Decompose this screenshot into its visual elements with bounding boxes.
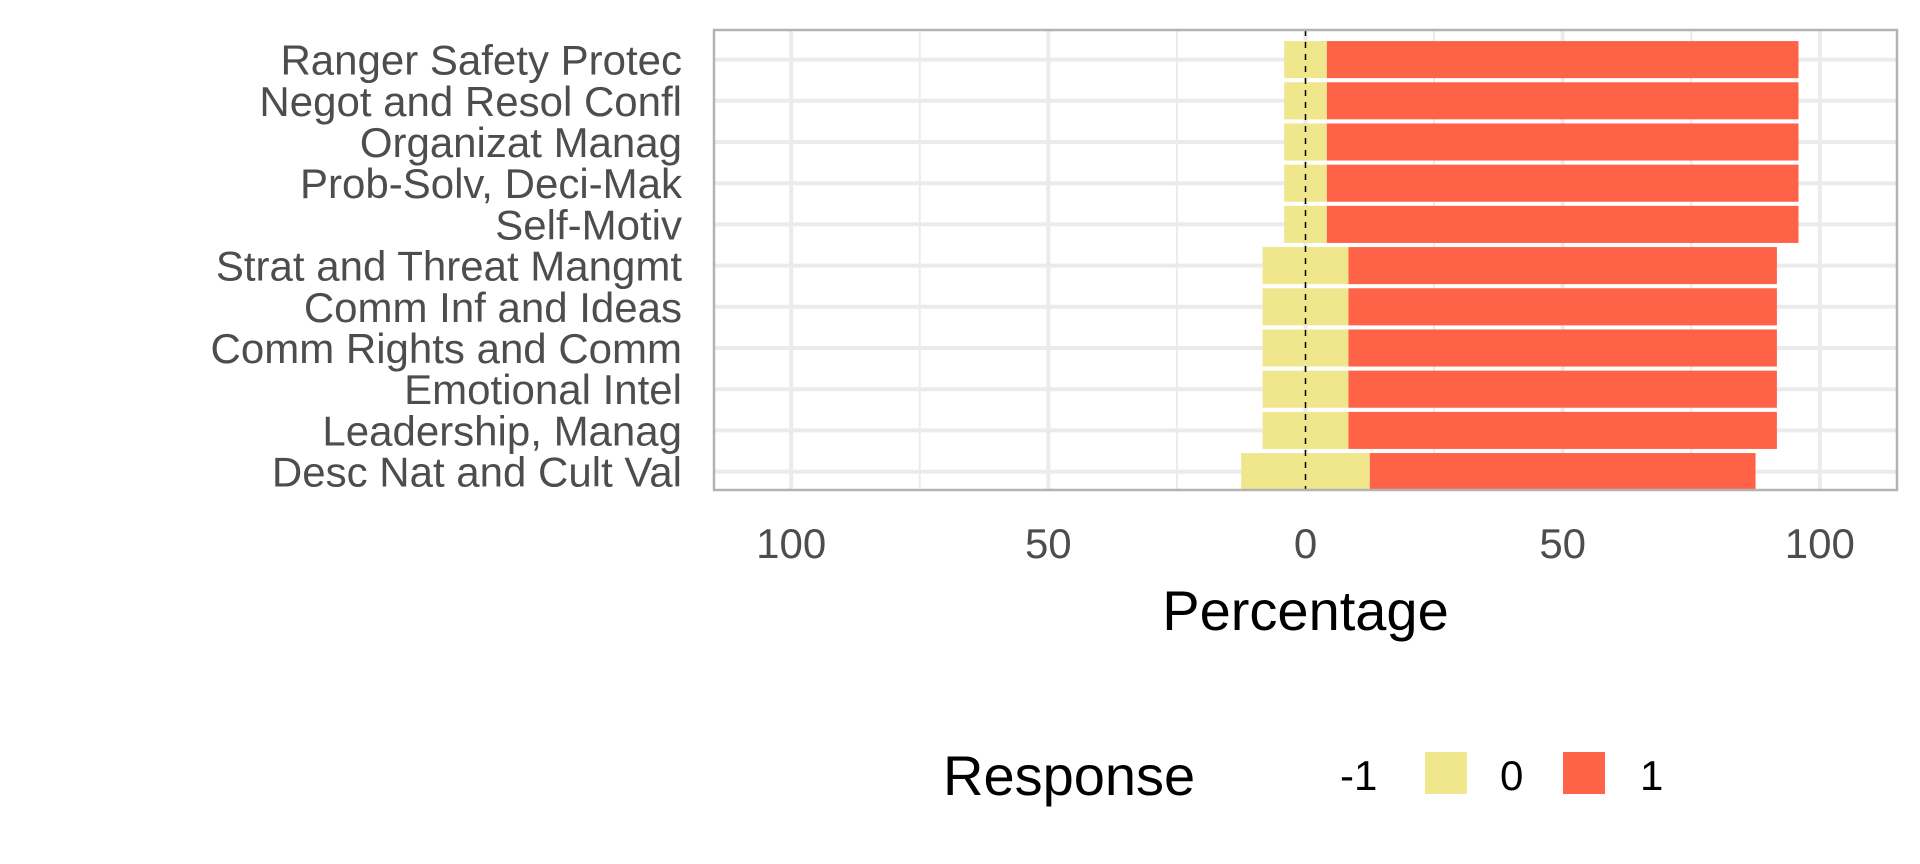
- bar-response-0: [1284, 82, 1327, 120]
- x-tick-label: 50: [1539, 520, 1586, 567]
- x-tick-label: 50: [1025, 520, 1072, 567]
- bar-response-1: [1348, 411, 1777, 449]
- category-label: Emotional Intel: [404, 366, 682, 413]
- bar-response-1: [1348, 247, 1777, 285]
- category-label: Negot and Resol Confl: [259, 78, 682, 125]
- category-label: Strat and Threat Mangmt: [216, 243, 682, 290]
- legend: Response -1 0 1: [943, 744, 1663, 807]
- bar-response-1: [1326, 205, 1799, 243]
- panel-border: [712, 28, 1899, 492]
- category-label: Desc Nat and Cult Val: [272, 449, 682, 496]
- bar-response-1: [1326, 123, 1799, 161]
- legend-label: -1: [1340, 752, 1377, 799]
- bar-response-1: [1326, 41, 1799, 79]
- x-tick-label: 100: [756, 520, 826, 567]
- legend-label: 0: [1500, 752, 1523, 799]
- category-label: Comm Inf and Ideas: [304, 284, 682, 331]
- category-label: Self-Motiv: [495, 201, 682, 248]
- category-label: Prob-Solv, Deci-Mak: [300, 160, 683, 207]
- bar-response-1: [1348, 288, 1777, 326]
- legend-key-0: [1425, 752, 1467, 794]
- bar-response-1: [1326, 82, 1799, 120]
- bar-response-0: [1262, 370, 1349, 408]
- x-tick-label: 0: [1294, 520, 1317, 567]
- legend-key-1: [1563, 752, 1605, 794]
- bar-response-1: [1326, 164, 1799, 202]
- bars: [1241, 41, 1799, 491]
- bar-response-0: [1241, 453, 1370, 491]
- bar-response-1: [1369, 453, 1756, 491]
- category-label: Leadership, Manag: [322, 407, 682, 454]
- bar-response-0: [1284, 164, 1327, 202]
- category-label: Ranger Safety Protec: [280, 37, 682, 84]
- x-tick-label: 100: [1785, 520, 1855, 567]
- legend-label: 1: [1640, 752, 1663, 799]
- x-axis-title: Percentage: [1162, 579, 1448, 642]
- bar-response-1: [1348, 370, 1777, 408]
- bar-response-1: [1348, 329, 1777, 367]
- category-label: Organizat Manag: [360, 119, 682, 166]
- legend-title: Response: [943, 744, 1195, 807]
- legend-items: -1 0 1: [1340, 752, 1663, 799]
- category-label: Comm Rights and Comm: [211, 325, 682, 372]
- bar-response-0: [1262, 247, 1349, 285]
- x-tick-labels: 100 50 0 50 100: [756, 520, 1855, 567]
